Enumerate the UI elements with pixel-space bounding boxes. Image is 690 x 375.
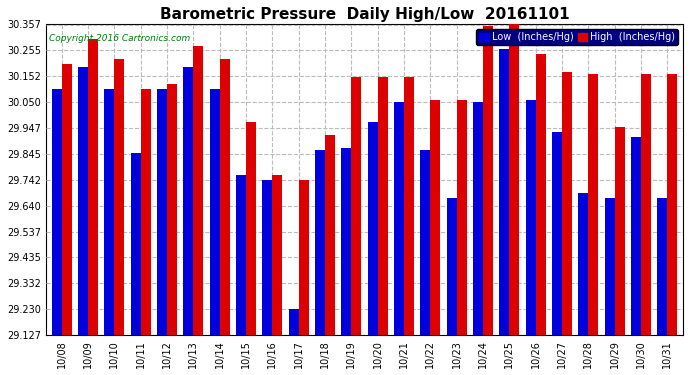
Bar [104, 89, 115, 335]
Bar [141, 89, 150, 335]
Bar [167, 84, 177, 335]
Bar [615, 127, 624, 335]
Bar [193, 46, 204, 335]
Bar [130, 153, 141, 335]
Bar [631, 137, 641, 335]
Bar [509, 24, 520, 335]
Bar [394, 102, 404, 335]
Bar [535, 54, 546, 335]
Bar [157, 89, 167, 335]
Bar [315, 150, 325, 335]
Bar [262, 180, 273, 335]
Bar [288, 309, 299, 335]
Bar [52, 89, 61, 335]
Bar [351, 77, 362, 335]
Bar [88, 39, 98, 335]
Bar [342, 147, 351, 335]
Bar [299, 180, 308, 335]
Bar [184, 67, 193, 335]
Bar [377, 77, 388, 335]
Bar [473, 102, 483, 335]
Bar [236, 175, 246, 335]
Bar [526, 99, 535, 335]
Bar [562, 72, 572, 335]
Bar [78, 67, 88, 335]
Bar [368, 122, 377, 335]
Bar [431, 99, 440, 335]
Bar [578, 193, 589, 335]
Bar [246, 122, 256, 335]
Bar [552, 132, 562, 335]
Bar [667, 74, 678, 335]
Bar [446, 198, 457, 335]
Legend: Low  (Inches/Hg), High  (Inches/Hg): Low (Inches/Hg), High (Inches/Hg) [476, 29, 678, 45]
Bar [604, 198, 615, 335]
Text: Copyright 2016 Cartronics.com: Copyright 2016 Cartronics.com [49, 34, 190, 43]
Bar [641, 74, 651, 335]
Bar [658, 198, 667, 335]
Bar [483, 26, 493, 335]
Title: Barometric Pressure  Daily High/Low  20161101: Barometric Pressure Daily High/Low 20161… [159, 7, 569, 22]
Bar [404, 77, 414, 335]
Bar [115, 59, 124, 335]
Bar [210, 89, 219, 335]
Bar [500, 49, 509, 335]
Bar [420, 150, 431, 335]
Bar [325, 135, 335, 335]
Bar [273, 175, 282, 335]
Bar [219, 59, 230, 335]
Bar [589, 74, 598, 335]
Bar [457, 99, 466, 335]
Bar [61, 64, 72, 335]
